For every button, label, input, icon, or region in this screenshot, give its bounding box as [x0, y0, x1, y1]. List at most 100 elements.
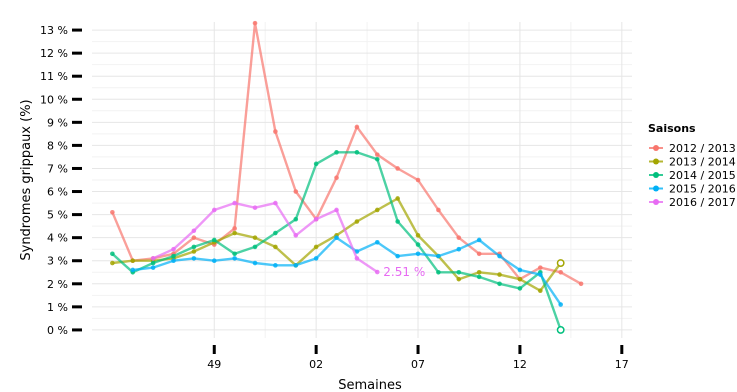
- y-axis: 0 % 1 % 2 % 3 % 4 % 5 % 6 % 7 % 8 % 9 % 10 % 11 % 12…: [40, 24, 82, 337]
- y-tick-label: 13 %: [40, 24, 68, 37]
- data-point: [252, 235, 258, 240]
- legend-swatch-point: [653, 145, 659, 151]
- data-point: [334, 150, 339, 155]
- legend-item: 2012 / 2013: [649, 142, 736, 155]
- data-point: [313, 244, 319, 250]
- x-tick-label: 07: [411, 358, 425, 371]
- data-point: [538, 265, 543, 270]
- data-point: [232, 226, 237, 231]
- data-point: [313, 256, 319, 261]
- data-point: [436, 207, 441, 213]
- data-point: [374, 207, 380, 213]
- data-point: [313, 161, 319, 167]
- y-tick-label: 11 %: [40, 70, 68, 83]
- data-point: [517, 267, 523, 273]
- data-point: [211, 258, 217, 264]
- data-point: [354, 219, 360, 224]
- data-point: [497, 281, 502, 287]
- data-point: [110, 209, 115, 215]
- x-tick-label: 49: [207, 358, 221, 371]
- x-axis: 49 02 07 12 17: [207, 345, 629, 371]
- y-axis-title: Syndromes grippaux (%): [19, 99, 34, 260]
- data-point: [374, 156, 380, 162]
- data-point: [497, 272, 502, 277]
- legend-swatch-point: [653, 172, 659, 178]
- y-tick-label: 9 %: [47, 116, 68, 129]
- data-point: [476, 274, 482, 280]
- data-point: [211, 207, 217, 213]
- data-point: [191, 235, 197, 240]
- data-point: [232, 256, 237, 261]
- data-point: [130, 258, 136, 264]
- data-point: [395, 196, 400, 201]
- data-point: [110, 251, 115, 257]
- data-point: [293, 189, 299, 194]
- data-point: [395, 253, 400, 259]
- data-point: [334, 207, 339, 213]
- data-point: [334, 235, 339, 240]
- data-point: [354, 150, 360, 155]
- data-point: [415, 233, 421, 238]
- data-point: [150, 256, 156, 261]
- legend-label: 2013 / 2014: [669, 156, 736, 169]
- series-5: [150, 200, 380, 275]
- legend-label: 2016 / 2017: [669, 196, 736, 209]
- data-point: [110, 260, 115, 266]
- series-4: [130, 235, 563, 307]
- data-point: [171, 246, 176, 252]
- data-point: [558, 269, 563, 275]
- data-point: [456, 276, 462, 282]
- legend-label: 2012 / 2013: [669, 142, 736, 155]
- data-point: [556, 325, 565, 334]
- y-tick-label: 7 %: [47, 162, 68, 175]
- data-point: [476, 237, 482, 243]
- data-point: [558, 302, 563, 307]
- x-tick-label: 12: [513, 358, 527, 371]
- y-tick-label: 4 %: [47, 232, 68, 245]
- data-point: [252, 20, 258, 26]
- data-point: [374, 152, 380, 157]
- x-tick-label: 17: [615, 358, 629, 371]
- data-point: [211, 237, 217, 243]
- data-point: [436, 253, 441, 259]
- data-point: [436, 269, 441, 275]
- data-point: [456, 235, 462, 240]
- data-point: [415, 242, 421, 247]
- data-point: [273, 263, 278, 268]
- legend-label: 2015 / 2016: [669, 183, 736, 196]
- series-3: [110, 150, 565, 334]
- legend-item: 2016 / 2017: [649, 196, 736, 209]
- data-point: [191, 244, 197, 250]
- y-tick-label: 2 %: [47, 278, 68, 291]
- data-point: [354, 256, 360, 261]
- data-point: [293, 263, 299, 268]
- data-point: [395, 219, 400, 224]
- data-point: [273, 230, 278, 236]
- legend-item: 2013 / 2014: [649, 156, 736, 169]
- data-point: [354, 124, 360, 130]
- data-point: [150, 265, 156, 270]
- data-point: [578, 281, 584, 287]
- data-point: [252, 205, 258, 210]
- data-point: [374, 269, 380, 275]
- data-point: [538, 272, 543, 277]
- data-point: [232, 251, 237, 257]
- legend-swatch-point: [653, 185, 659, 192]
- data-point: [273, 129, 278, 134]
- data-point: [538, 288, 543, 294]
- end-value-annotation: 2.51 %: [383, 265, 425, 279]
- y-tick-label: 6 %: [47, 186, 68, 199]
- data-point: [273, 200, 278, 206]
- legend-item: 2015 / 2016: [649, 183, 736, 196]
- data-point: [232, 230, 237, 236]
- data-point: [415, 177, 421, 183]
- legend-label: 2014 / 2015: [669, 169, 736, 182]
- y-tick-label: 1 %: [47, 301, 68, 314]
- data-point: [313, 216, 319, 222]
- data-point: [334, 175, 339, 180]
- data-point: [232, 200, 237, 206]
- y-tick-label: 10 %: [40, 93, 68, 106]
- legend-swatch-point: [653, 199, 659, 205]
